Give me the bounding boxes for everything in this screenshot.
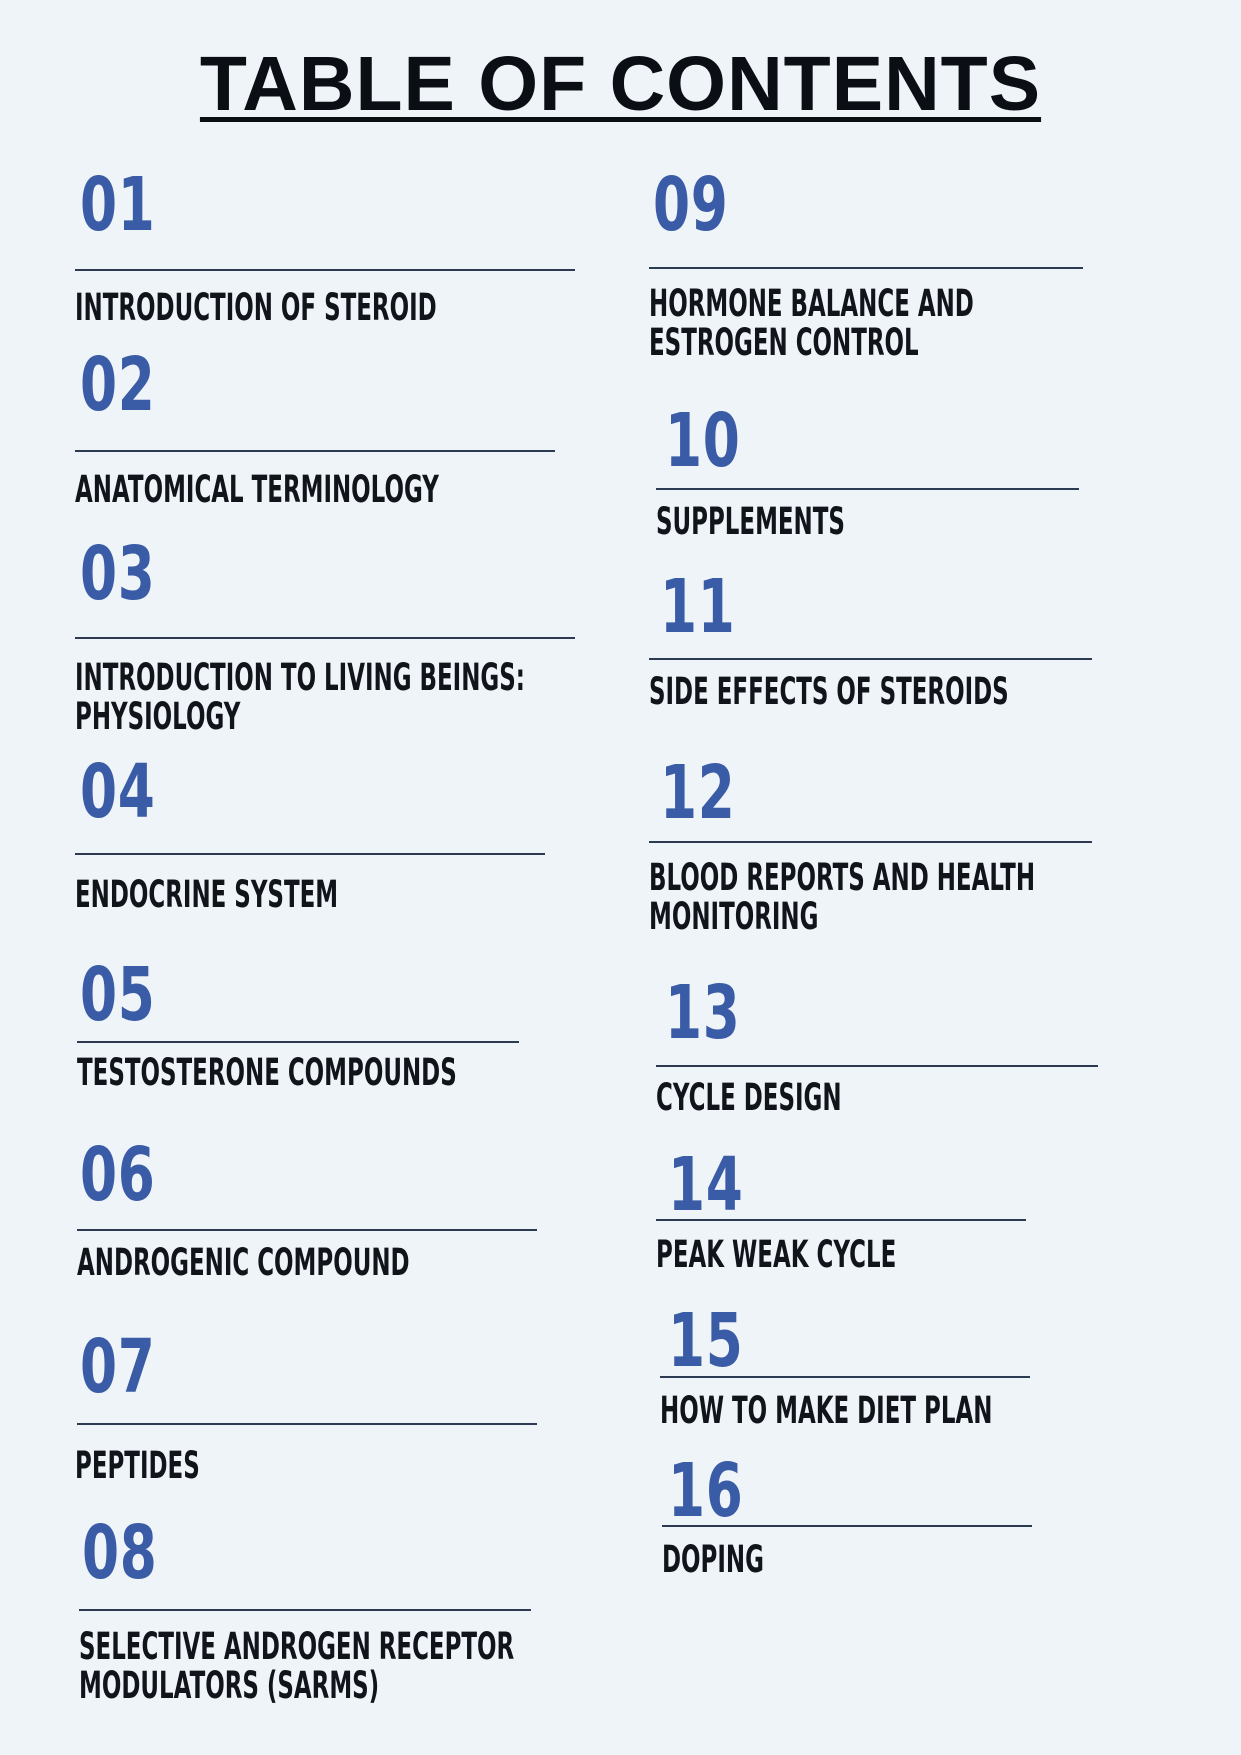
divider-line [649, 267, 1083, 269]
chapter-number: 02 [80, 342, 156, 428]
chapter-title: PEPTIDES [75, 1446, 200, 1485]
chapter-title-line: SELECTIVE ANDROGEN RECEPTOR [79, 1625, 515, 1668]
divider-line [77, 1041, 519, 1043]
chapter-number: 13 [665, 970, 741, 1056]
chapter-title: DOPING [662, 1540, 764, 1579]
chapter-title-line: MONITORING [649, 895, 819, 938]
chapter-title-line: SUPPLEMENTS [656, 500, 845, 543]
chapter-title-line: ENDOCRINE SYSTEM [75, 873, 339, 916]
divider-line [75, 269, 575, 271]
chapter-number: 04 [80, 749, 156, 835]
chapter-title-line: SIDE EFFECTS OF STEROIDS [649, 670, 1009, 713]
divider-line [656, 1065, 1098, 1067]
chapter-title-line: PEAK WEAK CYCLE [656, 1233, 897, 1276]
chapter-number: 14 [668, 1142, 744, 1228]
chapter-number: 10 [665, 398, 741, 484]
chapter-title: INTRODUCTION TO LIVING BEINGS: PHYSIOLOGY [75, 658, 525, 736]
chapter-title: PEAK WEAK CYCLE [656, 1235, 896, 1274]
chapter-title-line: CYCLE DESIGN [656, 1076, 842, 1119]
chapter-title-line: PHYSIOLOGY [75, 695, 241, 738]
divider-line [75, 450, 555, 452]
divider-line [656, 488, 1079, 490]
chapter-title-line: MODULATORS (SARMS) [79, 1664, 380, 1707]
chapter-title-line: PEPTIDES [75, 1444, 200, 1487]
chapter-title-line: HOW TO MAKE DIET PLAN [660, 1389, 993, 1432]
chapter-number: 11 [660, 564, 736, 650]
chapter-number: 01 [80, 162, 156, 248]
chapter-number: 08 [82, 1510, 158, 1596]
divider-line [77, 1423, 537, 1425]
chapter-title: SUPPLEMENTS [656, 502, 845, 541]
chapter-title: CYCLE DESIGN [656, 1078, 842, 1117]
chapter-title-line: ANATOMICAL TERMINOLOGY [75, 468, 439, 511]
divider-line [77, 1229, 537, 1231]
chapter-number: 15 [668, 1298, 744, 1384]
chapter-number: 03 [80, 531, 156, 617]
chapter-title: BLOOD REPORTS AND HEALTH MONITORING [649, 858, 1035, 936]
chapter-number: 09 [653, 162, 729, 248]
divider-line [660, 1376, 1030, 1378]
chapter-number: 05 [80, 952, 156, 1038]
chapter-title: SIDE EFFECTS OF STEROIDS [649, 672, 1009, 711]
chapter-title: SELECTIVE ANDROGEN RECEPTOR MODULATORS (S… [79, 1627, 514, 1705]
chapter-title-line: DOPING [662, 1538, 764, 1581]
divider-line [75, 637, 575, 639]
divider-line [649, 841, 1092, 843]
chapter-title-line: ESTROGEN CONTROL [649, 321, 919, 364]
divider-line [79, 1609, 531, 1611]
divider-line [662, 1525, 1032, 1527]
divider-line [649, 658, 1092, 660]
chapter-title: ENDOCRINE SYSTEM [75, 875, 338, 914]
divider-line [75, 853, 545, 855]
chapter-title-line: ANDROGENIC COMPOUND [77, 1241, 410, 1284]
chapter-title: ANATOMICAL TERMINOLOGY [75, 470, 439, 509]
chapter-title: TESTOSTERONE COMPOUNDS [77, 1053, 457, 1092]
divider-line [656, 1219, 1026, 1221]
chapter-title-line: INTRODUCTION TO LIVING BEINGS: [75, 656, 525, 699]
page-title: TABLE OF CONTENTS [0, 46, 1241, 123]
chapter-number: 07 [80, 1324, 156, 1410]
chapter-title: HOW TO MAKE DIET PLAN [660, 1391, 992, 1430]
chapter-title: ANDROGENIC COMPOUND [77, 1243, 410, 1282]
chapter-title: INTRODUCTION OF STEROID [75, 288, 437, 327]
chapter-title: HORMONE BALANCE AND ESTROGEN CONTROL [649, 284, 974, 362]
chapter-number: 16 [668, 1448, 744, 1534]
chapter-title-line: TESTOSTERONE COMPOUNDS [77, 1051, 457, 1094]
chapter-number: 06 [80, 1132, 156, 1218]
chapter-title-line: HORMONE BALANCE AND [649, 282, 974, 325]
chapter-title-line: INTRODUCTION OF STEROID [75, 286, 437, 329]
page-title-text: TABLE OF CONTENTS [199, 41, 1042, 127]
chapter-number: 12 [660, 750, 736, 836]
chapter-title-line: BLOOD REPORTS AND HEALTH [649, 856, 1036, 899]
